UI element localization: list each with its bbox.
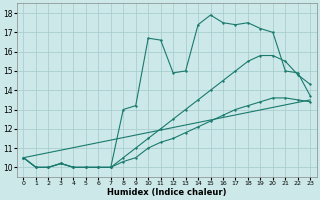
X-axis label: Humidex (Indice chaleur): Humidex (Indice chaleur): [107, 188, 227, 197]
